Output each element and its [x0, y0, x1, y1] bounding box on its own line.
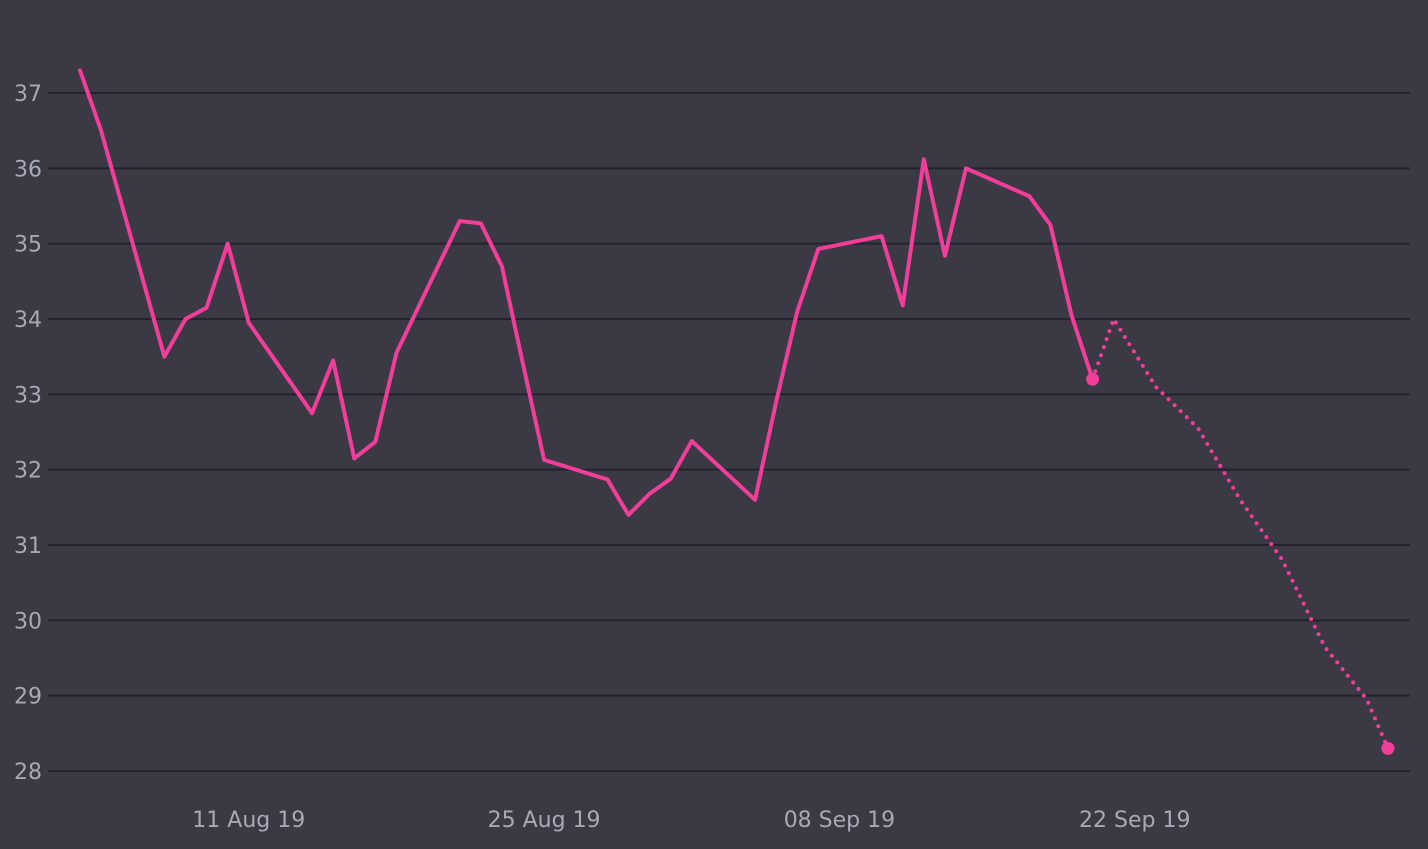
- y-tick-label: 28: [14, 760, 42, 785]
- y-tick-label: 36: [14, 157, 42, 182]
- x-tick-label: 08 Sep 19: [784, 808, 895, 833]
- x-tick-label: 22 Sep 19: [1079, 808, 1190, 833]
- x-axis-ticks: 11 Aug 19 25 Aug 19 08 Sep 19 22 Sep 19: [192, 808, 1190, 833]
- actual-series-line: [78, 68, 1095, 517]
- y-tick-label: 37: [14, 82, 42, 107]
- x-tick-label: 25 Aug 19: [488, 808, 601, 833]
- forecast-series-line: [1090, 317, 1390, 751]
- x-tick-label: 11 Aug 19: [192, 808, 305, 833]
- y-tick-label: 32: [14, 459, 42, 484]
- y-tick-label: 29: [14, 685, 42, 710]
- y-tick-label: 34: [14, 308, 42, 333]
- y-tick-label: 33: [14, 383, 42, 408]
- y-tick-label: 31: [14, 534, 42, 559]
- actual-end-point: [1086, 372, 1100, 386]
- series-endpoints: [1086, 372, 1395, 755]
- y-axis-ticks: 37 36 35 34 33 32 31 30 29 28: [14, 82, 42, 785]
- forecast-end-point: [1381, 741, 1395, 755]
- y-tick-label: 35: [14, 233, 42, 258]
- gridlines: [48, 92, 1410, 772]
- series-lines: [78, 68, 1390, 751]
- y-tick-label: 30: [14, 609, 42, 634]
